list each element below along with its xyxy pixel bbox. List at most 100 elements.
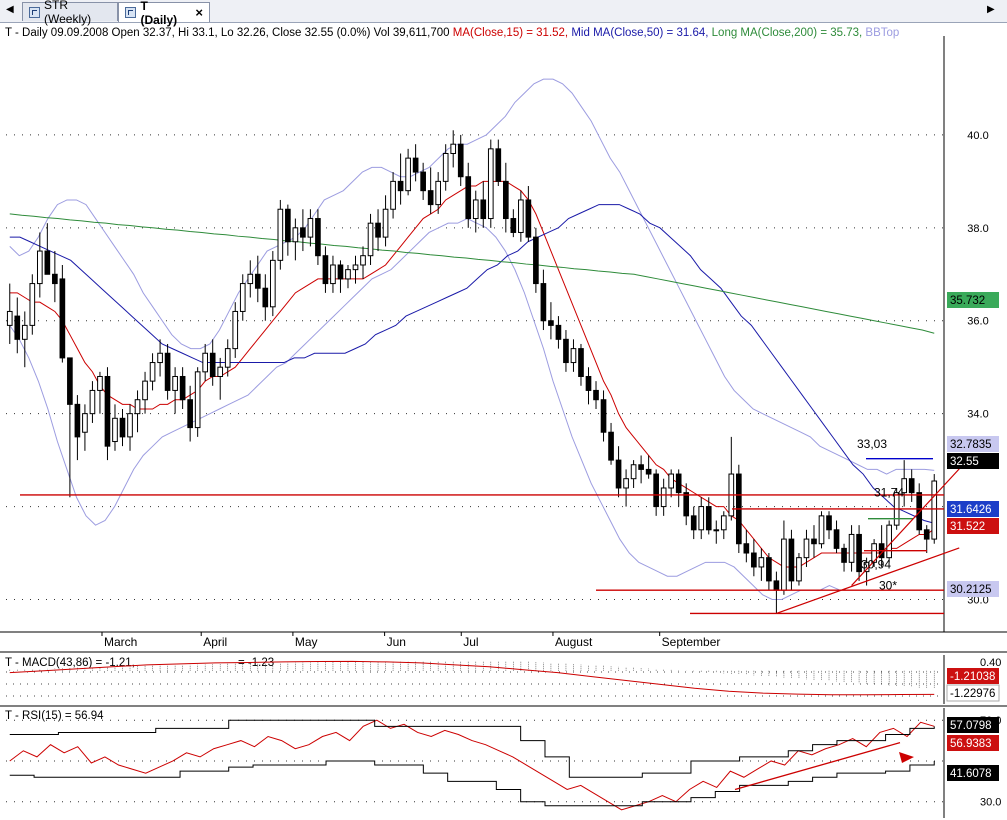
candle-body	[788, 538, 795, 582]
value-badge: 32.7835	[947, 436, 999, 452]
candle-body	[134, 399, 141, 415]
candle	[773, 571, 780, 614]
candle	[382, 195, 389, 247]
header-bbtop: BBTop	[865, 27, 899, 39]
candle	[465, 162, 472, 228]
bb-upper-line	[9, 78, 935, 475]
candle-body	[480, 199, 487, 220]
candle-body	[856, 533, 862, 573]
candle	[82, 404, 88, 451]
candle	[570, 339, 577, 372]
candle-body	[442, 152, 449, 182]
rsi-trend-line	[734, 742, 901, 791]
candle-body	[127, 413, 133, 438]
close-icon[interactable]: ×	[195, 5, 203, 20]
candle	[548, 302, 554, 340]
badge-bg	[947, 436, 999, 452]
scroll-right-icon[interactable]: ▶	[987, 4, 995, 15]
candle-body	[239, 283, 246, 312]
candle-body	[187, 399, 193, 429]
candle-body	[397, 180, 404, 192]
candle-body	[675, 473, 682, 494]
price-axis: 40.038.036.034.032.030.035.73232.783532.…	[947, 130, 999, 606]
candle	[653, 469, 659, 516]
candle	[164, 343, 171, 400]
candle-body	[209, 352, 216, 377]
macd-signal-line	[9, 660, 935, 696]
candle	[841, 543, 847, 572]
candle	[194, 367, 201, 437]
candle	[232, 302, 239, 358]
value-badge: 57.0798	[947, 717, 999, 733]
badge-bg	[946, 684, 1000, 702]
chart-icon	[29, 6, 40, 18]
candle-body	[352, 264, 359, 271]
header-ma15: MA(Close,15) = 31.52,	[453, 27, 568, 39]
candle	[74, 395, 81, 461]
candle	[435, 172, 442, 214]
candle-body	[164, 352, 171, 391]
badge-text: 56.9383	[950, 738, 992, 750]
candle	[713, 520, 720, 544]
candle	[638, 455, 644, 484]
candle	[585, 367, 592, 405]
candle-body	[841, 547, 847, 563]
candle-body	[796, 557, 802, 582]
candle-body	[615, 459, 622, 489]
scroll-left-icon[interactable]: ◀	[6, 4, 14, 15]
candle-body	[420, 171, 426, 192]
x-tick-label: Jul	[463, 635, 478, 649]
candle	[487, 139, 494, 228]
tab-t-daily[interactable]: T (Daily) ×	[118, 0, 210, 27]
time-axis: March April May Jun Jul August September	[0, 632, 1007, 653]
candle-body	[525, 199, 532, 238]
candle-body	[435, 180, 442, 206]
badge-text: 35.732	[950, 295, 985, 307]
candle-body	[285, 208, 291, 243]
chart-icon	[125, 7, 137, 18]
candle	[525, 186, 532, 242]
candle	[796, 553, 802, 586]
grid	[0, 36, 1007, 633]
candle	[728, 436, 735, 521]
candle-body	[367, 222, 374, 257]
value-badge: 31.522	[947, 518, 999, 534]
candle	[751, 539, 757, 577]
candle	[848, 525, 855, 572]
candle-body	[510, 218, 517, 233]
candle	[119, 409, 126, 447]
candle-body	[608, 431, 614, 461]
candle	[690, 506, 697, 540]
candle	[36, 232, 43, 298]
candle-body	[405, 157, 411, 192]
candle-body	[269, 259, 276, 308]
bollinger-bands	[9, 78, 935, 600]
candle	[600, 390, 607, 442]
candle-body	[585, 375, 592, 391]
candle-body	[563, 338, 569, 364]
candle	[127, 404, 133, 451]
ma200-line	[9, 213, 935, 334]
candle-body	[540, 283, 547, 322]
candle-body	[337, 264, 344, 280]
candle	[833, 520, 840, 554]
badge-bg	[947, 518, 999, 534]
candles	[6, 130, 938, 614]
candle	[112, 404, 118, 451]
candle	[300, 209, 306, 252]
candle-body	[487, 148, 494, 220]
badge-bg	[947, 292, 999, 308]
candle	[781, 520, 787, 595]
candle	[908, 469, 915, 502]
value-badge: -1.22976	[946, 684, 1000, 702]
candle	[247, 260, 254, 298]
candle-body	[52, 273, 58, 285]
value-badge: -1.21038	[947, 668, 999, 684]
macd-histogram	[9, 660, 935, 689]
candle-body	[766, 557, 772, 582]
badge-bg	[947, 581, 999, 597]
candle-body	[29, 283, 36, 326]
candle-body	[89, 389, 96, 415]
tab-str-weekly[interactable]: STR (Weekly)	[22, 0, 118, 26]
candle-body	[848, 533, 855, 563]
